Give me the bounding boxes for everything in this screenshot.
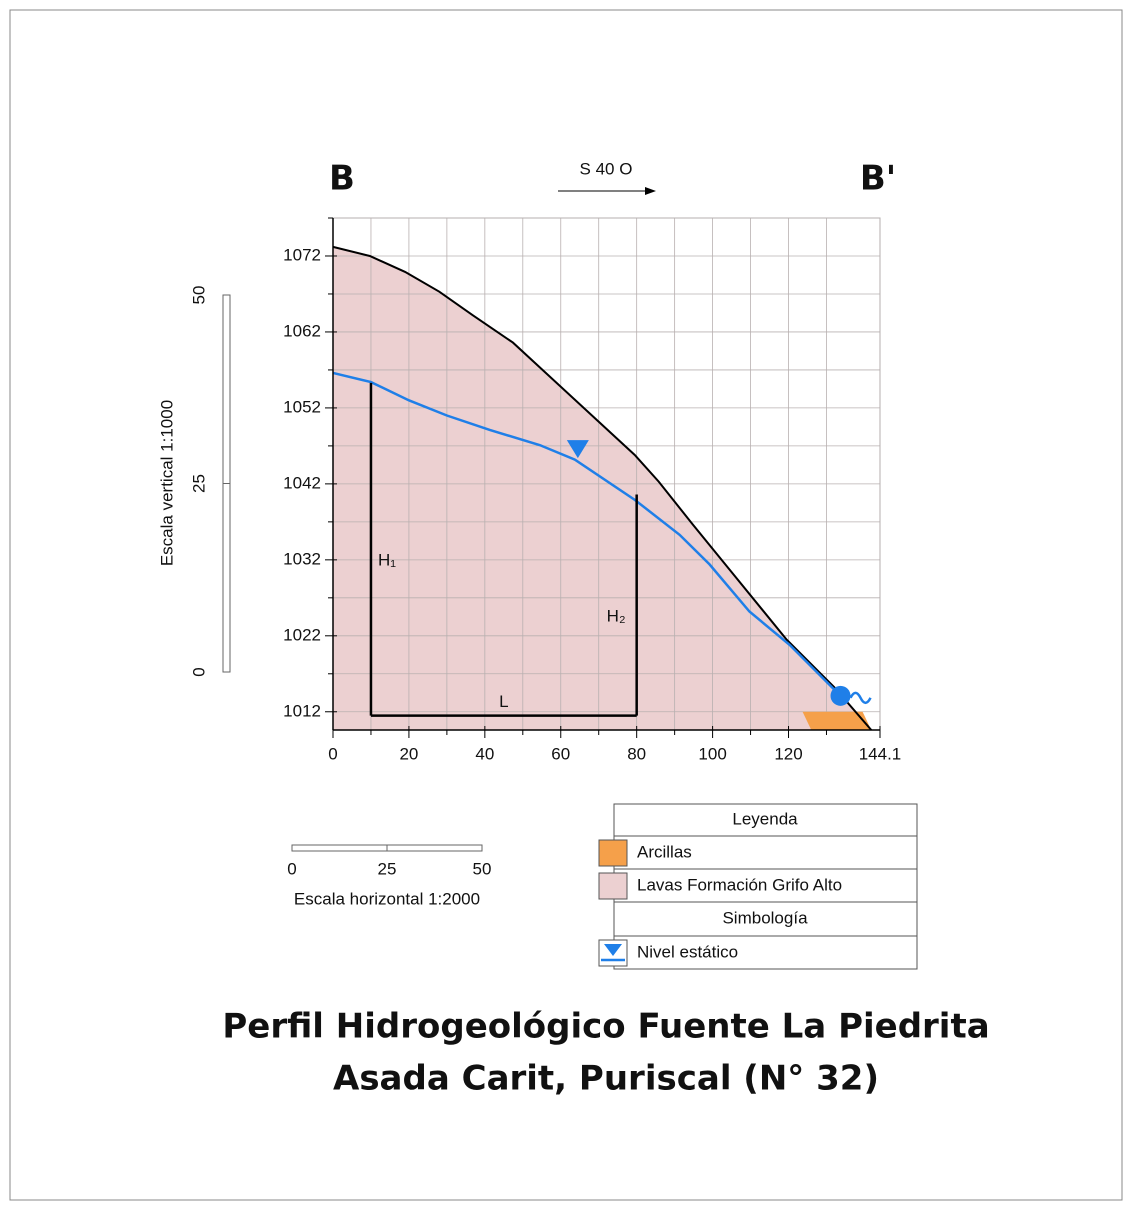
scale-tick-label: 25 [189,474,208,493]
y-tick-label: 1032 [283,549,321,568]
y-tick-label: 1052 [283,397,321,416]
arrow-head [645,187,656,195]
x-tick-label: 80 [627,744,646,763]
legend-swatch [598,839,628,867]
x-tick-label: 120 [774,744,802,763]
end-label: B' [860,159,896,199]
scale-tick-label: 0 [189,667,208,676]
l-label: L [499,692,508,711]
legend-label: Lavas Formación Grifo Alto [637,875,842,894]
legend-swatch [598,872,628,900]
x-tick-label: 40 [475,744,494,763]
terrain-area [333,246,872,731]
spring [830,685,851,706]
title: Perfil Hidrogeológico Fuente La Piedrita [222,1007,989,1047]
x-tick-label: 144.1 [859,744,902,763]
spring-wave [849,691,872,705]
legend-title: Leyenda [732,809,798,828]
x-tick-label: 100 [698,744,726,763]
start-label: B [329,159,355,199]
scale-tick-label: 50 [189,286,208,305]
subtitle: Asada Carit, Puriscal (N° 32) [333,1059,879,1099]
water-table [332,371,836,691]
legend-label: Arcillas [637,842,692,861]
h1-label: H₁ [378,551,396,570]
terrain-line [332,245,873,731]
x-tick-label: 60 [551,744,570,763]
y-tick-label: 1062 [283,321,321,340]
horizontal-scale-label: Escala horizontal 1:2000 [294,889,480,908]
clay-area [802,711,872,730]
y-tick-label: 1022 [283,625,321,644]
y-tick-label: 1072 [283,245,321,264]
vertical-scale-label: Escala vertical 1:1000 [157,400,176,566]
scale-tick-label: 50 [473,859,492,878]
legend-box [613,803,918,970]
legend-symbol [604,944,622,956]
y-tick-label: 1012 [283,701,321,720]
legend-label: Nivel estático [637,942,738,961]
scale-tick-label: 25 [378,859,397,878]
water-marker [566,440,589,459]
direction: S 40 O [580,159,633,178]
page-border [9,9,1123,1201]
scale-tick-label: 0 [287,859,296,878]
y-tick-label: 1042 [283,473,321,492]
x-tick-label: 0 [328,744,337,763]
symbology-title: Simbología [722,908,808,927]
x-tick-label: 20 [399,744,418,763]
h2-label: H₂ [607,607,626,626]
